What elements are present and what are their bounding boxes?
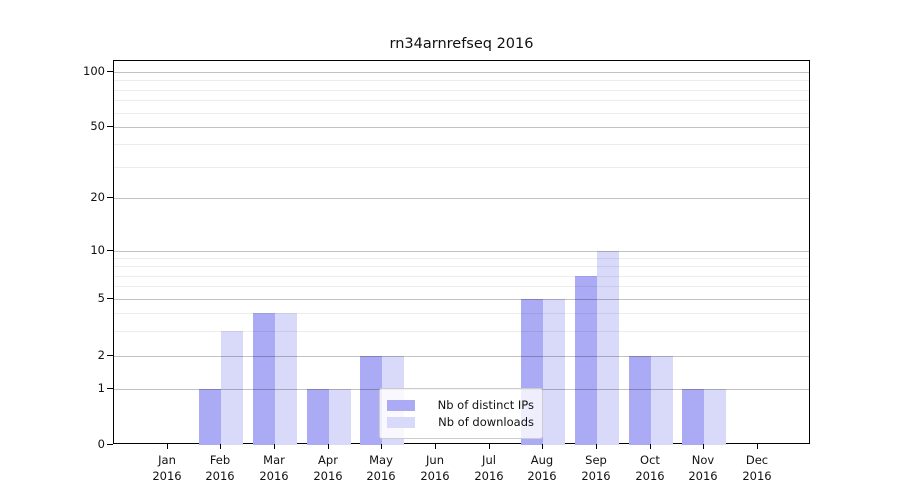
x-axis-tick (650, 444, 651, 449)
gridline-minor (114, 113, 809, 114)
y-tick-label: 2 (97, 348, 105, 362)
gridline-minor (114, 100, 809, 101)
x-tick-label: Dec 2016 (742, 453, 772, 483)
x-axis-tick (220, 444, 221, 449)
bar-distinct-ips (629, 356, 651, 445)
legend-swatch-distinct-ips (387, 399, 415, 411)
x-axis-tick (489, 444, 490, 449)
bar-downloads (275, 313, 297, 445)
gridline-minor (114, 266, 809, 267)
x-axis-tick (274, 444, 275, 449)
x-axis-tick (328, 444, 329, 449)
x-axis-tick (381, 444, 382, 449)
x-tick-label: Jul 2016 (474, 453, 504, 483)
x-tick-label: Oct 2016 (635, 453, 665, 483)
bar-downloads (651, 356, 673, 445)
y-axis-tick (107, 444, 113, 445)
plot-area (113, 60, 810, 445)
y-axis-tick (107, 388, 113, 389)
gridline-minor (114, 167, 809, 168)
x-axis-tick (596, 444, 597, 449)
x-tick-label: Nov 2016 (688, 453, 718, 483)
bar-distinct-ips (253, 313, 275, 445)
gridline-major (114, 198, 809, 199)
gridline-major (114, 299, 809, 300)
y-axis-tick (107, 71, 113, 72)
y-tick-label: 50 (90, 119, 105, 133)
bar-distinct-ips (199, 389, 221, 445)
legend-item-downloads: Nb of downloads (387, 415, 534, 429)
bar-downloads (543, 299, 565, 445)
x-tick-label: Apr 2016 (313, 453, 343, 483)
y-axis-tick (107, 197, 113, 198)
x-axis-tick (703, 444, 704, 449)
bar-downloads (704, 389, 726, 445)
gridline-major (114, 251, 809, 252)
gridline-minor (114, 80, 809, 81)
legend: Nb of distinct IPs Nb of downloads (379, 388, 543, 439)
bar-distinct-ips (307, 389, 329, 445)
legend-label-downloads: Nb of downloads (438, 415, 534, 429)
x-tick-label: Jun 2016 (420, 453, 450, 483)
x-tick-label: Aug 2016 (527, 453, 557, 483)
gridline-minor (114, 331, 809, 332)
x-axis-tick (167, 444, 168, 449)
y-tick-label: 100 (83, 64, 105, 78)
legend-item-distinct-ips: Nb of distinct IPs (387, 398, 534, 412)
chart-title: rn34arnrefseq 2016 (389, 36, 534, 52)
x-tick-label: May 2016 (366, 453, 396, 483)
y-tick-label: 1 (97, 381, 105, 395)
gridline-major (114, 127, 809, 128)
x-axis-tick (542, 444, 543, 449)
x-tick-label: Sep 2016 (581, 453, 611, 483)
bar-downloads (329, 389, 351, 445)
gridline-minor (114, 313, 809, 314)
legend-label-distinct-ips: Nb of distinct IPs (437, 398, 534, 412)
gridline-minor (114, 276, 809, 277)
y-tick-label: 20 (90, 190, 105, 204)
y-tick-label: 10 (90, 243, 105, 257)
gridline-major (114, 356, 809, 357)
gridline-minor (114, 90, 809, 91)
gridline-major (114, 72, 809, 73)
x-axis-tick (435, 444, 436, 449)
y-tick-label: 5 (97, 291, 105, 305)
y-tick-label: 0 (97, 437, 105, 451)
gridline-minor (114, 258, 809, 259)
y-axis-tick (107, 250, 113, 251)
y-axis-tick (107, 355, 113, 356)
y-axis-tick (107, 126, 113, 127)
y-axis-tick (107, 298, 113, 299)
bar-distinct-ips (682, 389, 704, 445)
legend-swatch-downloads (387, 416, 415, 428)
x-tick-label: Jan 2016 (152, 453, 182, 483)
x-tick-label: Feb 2016 (205, 453, 235, 483)
bar-downloads (597, 251, 619, 445)
gridline-minor (114, 144, 809, 145)
x-tick-label: Mar 2016 (259, 453, 289, 483)
bar-distinct-ips (575, 276, 597, 445)
gridline-minor (114, 286, 809, 287)
bar-distinct-ips (360, 356, 382, 445)
x-axis-tick (757, 444, 758, 449)
bar-downloads (221, 331, 243, 445)
